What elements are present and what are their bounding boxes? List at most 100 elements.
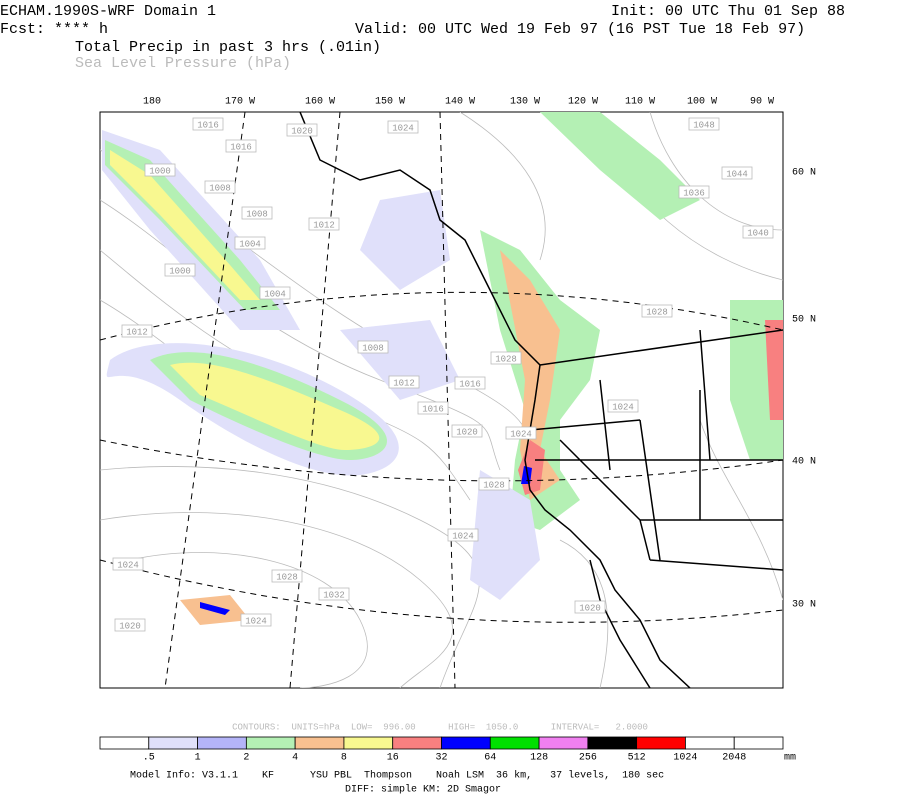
pressure-label-box xyxy=(241,206,273,220)
pressure-label: 1020 xyxy=(579,603,601,613)
pressure-label: 1016 xyxy=(230,142,252,152)
diff-info: DIFF: simple KM: 2D Smagor xyxy=(345,784,501,796)
colorbar-label: 32 xyxy=(435,753,447,764)
latitude-label: 30 N xyxy=(792,600,816,611)
forecast-hour: Fcst: **** h xyxy=(0,21,108,38)
model-info: Model Info: V3.1.1 KF YSU PBL Thompson N… xyxy=(130,770,664,782)
longitude-label: 160 W xyxy=(305,97,335,108)
pressure-label-box xyxy=(114,618,146,632)
field-pressure: Sea Level Pressure (hPa) xyxy=(75,55,291,72)
colorbar-label: 2048 xyxy=(722,753,746,764)
latitude-label: 60 N xyxy=(792,168,816,179)
pressure-label-box xyxy=(240,613,272,627)
colorbar-swatch xyxy=(245,736,296,750)
pressure-label-box xyxy=(688,117,720,131)
colorbar-label: 1 xyxy=(195,753,201,764)
valid-time: Valid: 00 UTC Wed 19 Feb 97 (16 PST Tue … xyxy=(355,21,805,38)
colorbar-swatch xyxy=(197,736,247,750)
pressure-label: 1024 xyxy=(392,123,414,133)
pressure-label: 1032 xyxy=(323,590,345,600)
graticule xyxy=(100,112,783,688)
colorbar-label: 256 xyxy=(579,753,597,764)
pressure-label-box xyxy=(417,401,449,415)
pressure-label: 1012 xyxy=(126,327,148,337)
colorbar-swatch xyxy=(636,736,686,750)
pressure-label-box xyxy=(234,236,266,250)
pressure-label: 1024 xyxy=(510,429,532,439)
pressure-label: 1024 xyxy=(117,560,139,570)
pressure-label: 1008 xyxy=(362,343,384,353)
latitude-label: 40 N xyxy=(792,457,816,468)
title: ECHAM.1990S-WRF Domain 1 xyxy=(0,3,216,20)
pressure-label-box xyxy=(454,376,486,390)
colorbar-label: 8 xyxy=(341,753,347,764)
init-time: Init: 00 UTC Thu 01 Sep 88 xyxy=(611,3,845,20)
colorbar-swatch xyxy=(99,736,150,750)
pressure-label: 1028 xyxy=(646,307,668,317)
longitude-label: 140 W xyxy=(445,97,475,108)
longitude-label: 90 W xyxy=(750,97,774,108)
pressure-label: 1044 xyxy=(726,169,748,179)
pressure-label: 1020 xyxy=(119,621,141,631)
colorbar-label: 128 xyxy=(530,753,548,764)
pressure-label: 1024 xyxy=(452,531,474,541)
pressure-label: 1016 xyxy=(197,120,219,130)
pressure-label-box xyxy=(204,180,236,194)
colorbar-swatch xyxy=(538,736,589,750)
colorbar-label: 1024 xyxy=(673,753,697,764)
pressure-label-box xyxy=(505,426,537,440)
pressure-label: 1004 xyxy=(264,289,286,299)
pressure-label: 1028 xyxy=(495,354,517,364)
colorbar-label: 4 xyxy=(292,753,298,764)
field-precip: Total Precip in past 3 hrs (.01in) xyxy=(75,39,381,56)
pressure-label: 1028 xyxy=(483,480,505,490)
pressure-label: 1016 xyxy=(459,379,481,389)
pressure-label-box xyxy=(451,424,483,438)
pressure-label: 1020 xyxy=(456,427,478,437)
pressure-label-box xyxy=(121,324,153,338)
pressure-label-box xyxy=(225,139,257,153)
pressure-label-box xyxy=(447,528,479,542)
pressure-label: 1020 xyxy=(291,126,313,136)
pressure-label: 1024 xyxy=(612,402,634,412)
longitude-label: 130 W xyxy=(510,97,540,108)
pressure-label: 1016 xyxy=(422,404,444,414)
longitude-label: 180 xyxy=(143,97,161,108)
colorbar-label: .5 xyxy=(143,753,155,764)
pressure-label-box xyxy=(144,163,176,177)
pressure-label-box xyxy=(387,120,419,134)
colorbar-swatch xyxy=(489,736,540,750)
colorbar-swatch xyxy=(294,736,345,750)
colorbar-swatch xyxy=(148,736,198,750)
colorbar-swatch xyxy=(587,736,638,750)
pressure-label: 1008 xyxy=(209,183,231,193)
pressure-label-box xyxy=(388,375,420,389)
pressure-label-box xyxy=(164,263,196,277)
pressure-label-box xyxy=(678,185,710,199)
pressure-label: 1024 xyxy=(245,616,267,626)
pressure-label: 1048 xyxy=(693,120,715,130)
pressure-label: 1012 xyxy=(313,220,335,230)
map-content xyxy=(100,112,783,688)
colorbar-label: 64 xyxy=(484,753,496,764)
pressure-label-box xyxy=(721,166,753,180)
longitude-label: 170 W xyxy=(225,97,255,108)
colorbar-swatch xyxy=(343,736,394,750)
pressure-label-box xyxy=(318,587,350,601)
pressure-label-box xyxy=(641,304,673,318)
pressure-label-box xyxy=(112,557,144,571)
colorbar-unit: mm xyxy=(784,753,796,764)
colorbar-swatch xyxy=(685,736,735,750)
pressure-label: 1004 xyxy=(239,239,261,249)
colorbar-swatch xyxy=(441,736,491,750)
pressure-label: 1036 xyxy=(683,188,705,198)
pressure-label: 1008 xyxy=(246,209,268,219)
pressure-label: 1000 xyxy=(149,166,171,176)
pressure-label: 1028 xyxy=(276,572,298,582)
longitude-label: 100 W xyxy=(687,97,717,108)
pressure-label-box xyxy=(308,217,340,231)
longitude-label: 110 W xyxy=(625,97,655,108)
colorbar-swatch xyxy=(392,736,442,750)
pressure-label-box xyxy=(271,569,303,583)
